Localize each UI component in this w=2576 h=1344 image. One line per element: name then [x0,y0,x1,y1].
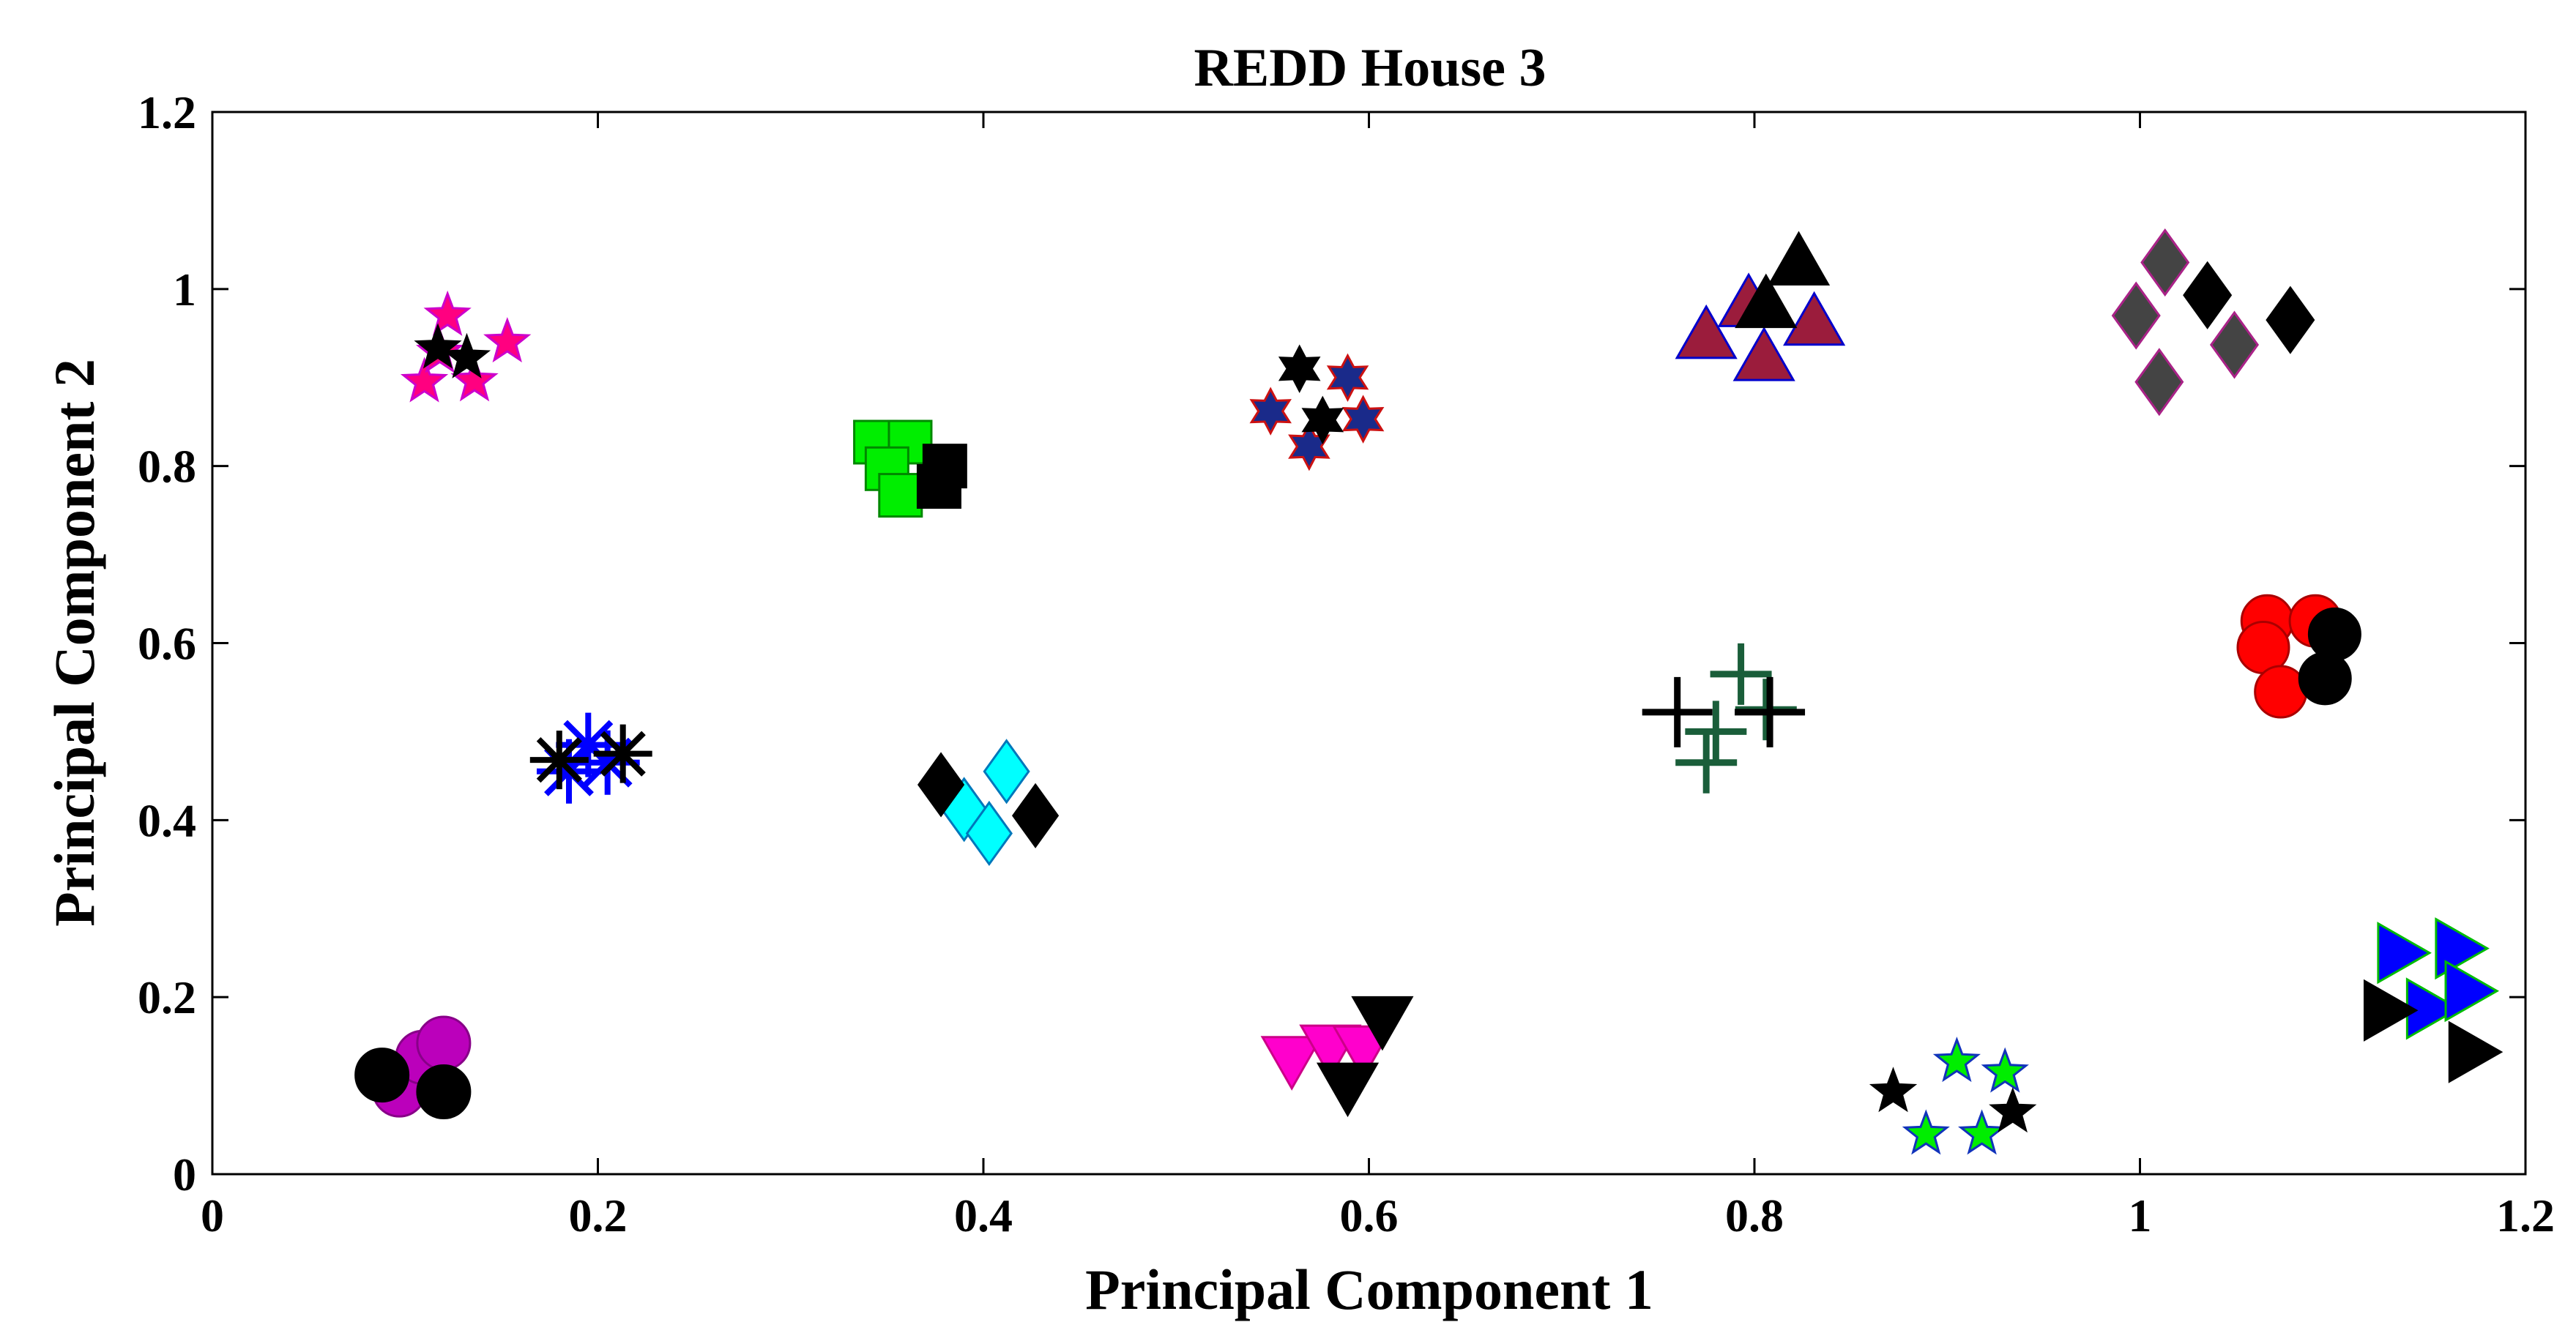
data-point-asterisk [575,730,640,795]
data-point-star6 [1326,353,1369,403]
data-point-triangle-right [2377,922,2432,985]
data-point-triangle-up [1735,273,1798,329]
y-tick-label: 0.8 [138,441,196,493]
data-point-triangle-up [1675,304,1738,359]
data-point-circle [416,1064,472,1120]
data-point-triangle-right [2448,1020,2504,1083]
x-tick-label: 1.2 [2496,1190,2555,1242]
data-point-circle [416,1015,472,1071]
plot-frame [211,111,2527,1176]
data-point-diamond [2183,261,2233,329]
data-point-plus [1642,676,1713,747]
data-point-star5 [414,323,462,369]
y-tick-label: 0 [173,1149,196,1201]
data-point-square [916,463,961,509]
data-point-asterisk [593,724,652,783]
data-point-triangle-down [1351,996,1414,1051]
data-point-plus [1675,731,1738,794]
data-point-diamond [2266,285,2315,354]
data-point-star5 [450,356,499,402]
x-tick-label: 1 [2129,1190,2152,1242]
data-point-asterisk [529,731,589,790]
data-point-diamond [965,800,1013,867]
data-point-plus [1735,676,1806,747]
data-point-diamond [2134,348,2184,417]
data-point-diamond [2209,310,2260,379]
data-point-triangle-down [1260,1036,1323,1091]
data-point-star5 [1932,1037,1981,1083]
data-markers [354,228,2504,1155]
data-point-triangle-right [2444,960,2500,1023]
data-point-star6 [1288,422,1330,471]
data-point-diamond [917,752,965,818]
data-point-triangle-up [1783,291,1846,346]
x-tick-label: 0.4 [954,1190,1013,1242]
data-point-star6 [1341,395,1385,444]
data-point-triangle-up [1767,231,1831,286]
x-tick-label: 0.8 [1725,1190,1784,1242]
chart-title: REDD House 3 [1194,38,1546,98]
data-point-circle [354,1048,410,1103]
data-point-diamond [1011,783,1060,848]
x-axis-label: Principal Component 1 [1085,1258,1653,1321]
data-point-star5 [1902,1109,1950,1155]
x-tick-label: 0.6 [1340,1190,1399,1242]
data-point-star5 [400,356,449,403]
data-point-star5 [1869,1067,1918,1113]
data-point-star6 [1249,387,1292,436]
data-point-triangle-down [1316,1062,1380,1118]
x-tick-label: 0 [201,1190,224,1242]
data-point-star5 [483,317,532,363]
x-tick-label: 0.2 [569,1190,628,1242]
axis-ticks: 0 0.2 0.4 0.6 0.8 1 1.2 0 0.2 0.4 0.6 0.8 1 1.2 [138,86,2555,1242]
data-point-diamond [2140,228,2190,297]
data-point-plus [1710,643,1772,705]
data-point-diamond [983,739,1030,804]
data-point-square [878,473,923,518]
y-tick-label: 0.6 [138,618,196,670]
data-point-plus [1685,701,1747,763]
data-point-diamond [2111,281,2161,350]
data-point-triangle-up [1732,326,1795,381]
data-point-circle [2298,652,2352,706]
data-point-star5 [1989,1087,2037,1133]
data-point-triangle-right [2363,979,2419,1042]
data-point-circle [2307,607,2361,661]
data-point-star5 [1981,1047,2029,1093]
data-point-star5 [423,290,472,336]
y-tick-label: 0.2 [138,971,196,1023]
y-tick-label: 1 [173,264,196,316]
y-tick-label: 1.2 [138,86,196,138]
data-point-circle [2254,665,2308,719]
data-point-star6 [1301,395,1344,445]
data-point-star6 [1278,344,1321,393]
y-tick-label: 0.4 [138,794,196,846]
data-point-star5 [442,332,491,378]
y-axis-label: Principal Component 2 [42,359,106,927]
data-point-star5 [1958,1109,2006,1155]
